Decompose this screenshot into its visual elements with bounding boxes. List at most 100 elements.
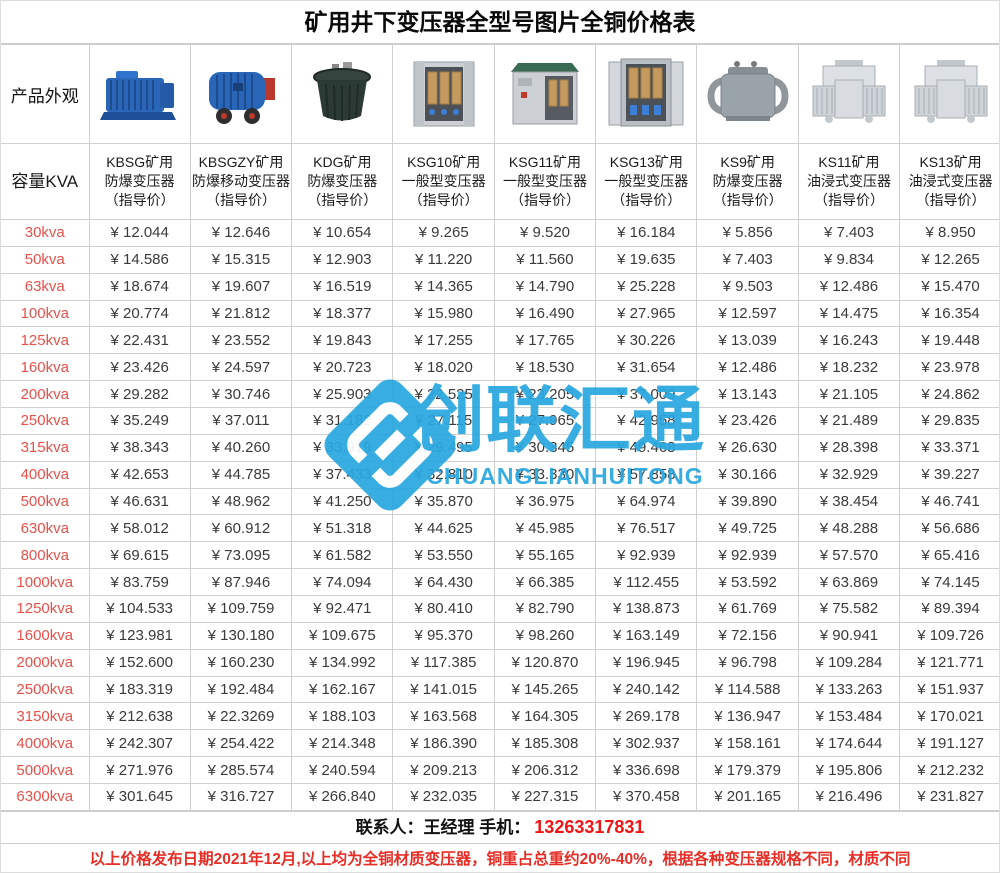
price-cell: ¥ 31.654 [595, 353, 698, 382]
price-row-1600kva: 1600kva ¥ 123.981 ¥ 130.180 ¥ 109.675 ¥ 95.3… [1, 621, 999, 650]
price-cell: ¥ 151.937 [899, 675, 999, 704]
price-cell: ¥ 30.166 [696, 460, 799, 489]
price-cell: ¥ 29.282 [88, 380, 191, 409]
price-cell: ¥ 16.519 [291, 272, 394, 301]
price-cell: ¥ 24.862 [899, 380, 999, 409]
price-cell: ¥ 12.044 [88, 219, 191, 247]
price-cell: ¥ 60.912 [189, 514, 293, 543]
price-cell: ¥ 109.284 [797, 648, 901, 677]
price-cell: ¥ 92.471 [291, 595, 394, 623]
price-cell: ¥ 72.156 [696, 621, 799, 650]
price-cell: ¥ 48.288 [797, 514, 901, 543]
kbsg-transformer-image [99, 71, 176, 120]
price-cell: ¥ 114.588 [696, 675, 799, 704]
price-cell: ¥ 20.723 [291, 353, 394, 382]
price-cell: ¥ 13.039 [696, 326, 799, 355]
price-cell: ¥ 46.741 [899, 487, 999, 516]
price-cell: ¥ 56.686 [899, 514, 999, 543]
price-cell: ¥ 10.654 [291, 219, 394, 247]
price-cell: ¥ 11.560 [493, 245, 597, 274]
price-cell: ¥ 92.939 [595, 541, 698, 570]
capacity-cell: 4000kva [1, 729, 90, 758]
model-header-9: KS13矿用 油浸式变压器 （指导价） [899, 143, 999, 220]
price-cell: ¥ 109.759 [189, 595, 293, 623]
price-cell: ¥ 15.980 [392, 299, 495, 328]
capacity-cell: 1000kva [1, 568, 90, 597]
price-cell: ¥ 134.992 [291, 648, 394, 677]
price-cell: ¥ 16.490 [493, 299, 597, 328]
price-cell: ¥ 57.858 [595, 460, 698, 489]
price-cell: ¥ 269.178 [595, 702, 698, 731]
price-cell: ¥ 195.806 [797, 756, 901, 785]
model-header-row: 容量KVA KBSG矿用 防爆变压器 （指导价） KBSGZY矿用 防爆移动变压器 （指导… [1, 143, 999, 220]
price-cell: ¥ 15.470 [899, 272, 999, 301]
price-cell: ¥ 9.520 [493, 219, 597, 247]
capacity-cell: 160kva [1, 353, 90, 382]
price-cell: ¥ 23.978 [899, 353, 999, 382]
model-header-8: KS11矿用 油浸式变压器 （指导价） [797, 143, 901, 220]
price-cell: ¥ 152.600 [88, 648, 191, 677]
price-cell: ¥ 9.265 [392, 219, 495, 247]
price-cell: ¥ 55.165 [493, 541, 597, 570]
price-row-100kva: 100kva ¥ 20.774 ¥ 21.812 ¥ 18.377 ¥ 15.980 ¥ … [1, 299, 999, 328]
contact-phone: 13263317831 [534, 816, 645, 837]
price-cell: ¥ 64.430 [392, 568, 495, 597]
price-cell: ¥ 109.726 [899, 621, 999, 650]
price-cell: ¥ 69.615 [88, 541, 191, 570]
price-row-2500kva: 2500kva ¥ 183.319 ¥ 192.484 ¥ 162.167 ¥ 141.… [1, 675, 999, 704]
price-cell: ¥ 18.674 [88, 272, 191, 301]
price-cell: ¥ 23.426 [696, 407, 799, 435]
price-row-400kva: 400kva ¥ 42.653 ¥ 44.785 ¥ 37.433 ¥ 32.810 ¥ … [1, 460, 999, 489]
price-cell: ¥ 35.249 [88, 407, 191, 435]
price-cell: ¥ 160.230 [189, 648, 293, 677]
price-cell: ¥ 23.426 [88, 353, 191, 382]
capacity-cell: 50kva [1, 245, 90, 274]
ksg10-cabinet-image [413, 61, 475, 127]
price-cell: ¥ 153.484 [797, 702, 901, 731]
price-cell: ¥ 186.390 [392, 729, 495, 758]
price-cell: ¥ 254.422 [189, 729, 293, 758]
price-cell: ¥ 33.371 [899, 433, 999, 462]
model-header-5: KSG11矿用 一般型变压器 （指导价） [493, 143, 597, 220]
price-body: 30kva ¥ 12.044 ¥ 12.646 ¥ 10.654 ¥ 9.265 ¥ 9.… [1, 219, 999, 811]
capacity-cell: 6300kva [1, 783, 90, 811]
price-cell: ¥ 80.410 [392, 595, 495, 623]
price-cell: ¥ 65.416 [899, 541, 999, 570]
price-cell: ¥ 19.635 [595, 245, 698, 274]
price-cell: ¥ 192.484 [189, 675, 293, 704]
price-cell: ¥ 30.345 [493, 433, 597, 462]
price-cell: ¥ 40.260 [189, 433, 293, 462]
price-cell: ¥ 95.370 [392, 621, 495, 650]
price-cell: ¥ 120.870 [493, 648, 597, 677]
price-cell: ¥ 117.385 [392, 648, 495, 677]
price-cell: ¥ 18.377 [291, 299, 394, 328]
price-cell: ¥ 109.675 [291, 621, 394, 650]
capacity-cell: 125kva [1, 326, 90, 355]
price-cell: ¥ 12.486 [696, 353, 799, 382]
price-cell: ¥ 123.981 [88, 621, 191, 650]
price-cell: ¥ 22.431 [88, 326, 191, 355]
price-row-800kva: 800kva ¥ 69.615 ¥ 73.095 ¥ 61.582 ¥ 53.550 ¥ … [1, 541, 999, 570]
price-cell: ¥ 196.945 [595, 648, 698, 677]
price-cell: ¥ 9.503 [696, 272, 799, 301]
price-cell: ¥ 23.552 [189, 326, 293, 355]
price-cell: ¥ 136.947 [696, 702, 799, 731]
price-cell: ¥ 162.167 [291, 675, 394, 704]
capacity-cell: 3150kva [1, 702, 90, 731]
price-cell: ¥ 191.127 [899, 729, 999, 758]
price-cell: ¥ 209.213 [392, 756, 495, 785]
price-row-200kva: 200kva ¥ 29.282 ¥ 30.746 ¥ 25.903 ¥ 22.525 ¥ … [1, 380, 999, 409]
price-cell: ¥ 22.525 [392, 380, 495, 409]
price-cell: ¥ 16.184 [595, 219, 698, 247]
price-cell: ¥ 30.746 [189, 380, 293, 409]
price-cell: ¥ 14.586 [88, 245, 191, 274]
price-cell: ¥ 145.265 [493, 675, 597, 704]
price-row-50kva: 50kva ¥ 14.586 ¥ 15.315 ¥ 12.903 ¥ 11.220 ¥ 1… [1, 245, 999, 274]
price-cell: ¥ 45.985 [493, 514, 597, 543]
price-cell: ¥ 7.403 [696, 245, 799, 274]
price-cell: ¥ 57.570 [797, 541, 901, 570]
price-cell: ¥ 19.607 [189, 272, 293, 301]
model-header-6: KSG13矿用 一般型变压器 （指导价） [595, 143, 698, 220]
price-cell: ¥ 23.205 [493, 380, 597, 409]
price-row-63kva: 63kva ¥ 18.674 ¥ 19.607 ¥ 16.519 ¥ 14.365 ¥ 1… [1, 272, 999, 301]
